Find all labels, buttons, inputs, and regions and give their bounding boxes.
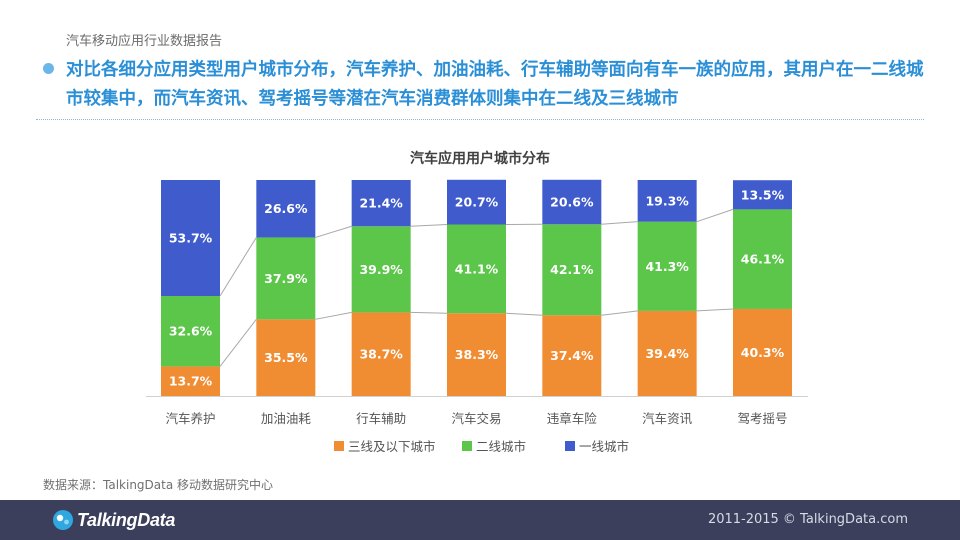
divider	[36, 119, 924, 120]
data-label: 37.9%	[264, 271, 308, 286]
headline: 对比各细分应用类型用户城市分布，汽车养护、加油油耗、行车辅助等面向有车一族的应用…	[66, 60, 924, 109]
bar-segment	[542, 224, 602, 316]
data-label: 39.4%	[645, 346, 689, 361]
bar-segment	[256, 180, 316, 238]
connector-line	[696, 308, 734, 312]
footer-bar: TalkingData 2011-2015 © TalkingData.com	[0, 500, 960, 540]
connector-line	[601, 310, 638, 316]
data-label: 37.4%	[550, 348, 594, 363]
data-label: 41.1%	[455, 261, 499, 276]
bar-segment	[351, 180, 411, 227]
bar-segment	[256, 237, 316, 320]
category-label: 加油油耗	[261, 411, 312, 426]
data-source: 数据来源：TalkingData 移动数据研究中心	[43, 478, 274, 492]
data-label: 35.5%	[264, 350, 308, 365]
connector-line	[696, 208, 734, 223]
data-label: 38.7%	[359, 347, 403, 362]
bar-segment	[637, 221, 697, 311]
bar-segment	[732, 180, 792, 210]
legend-swatch	[334, 441, 344, 451]
category-label: 汽车交易	[451, 411, 501, 426]
bar-segment	[446, 179, 506, 225]
chart-title: 汽车应用用户城市分布	[410, 150, 550, 167]
legend-label: 二线城市	[476, 439, 526, 454]
data-label: 38.3%	[455, 347, 499, 362]
logo-icon	[53, 510, 73, 530]
bar-segment	[256, 319, 316, 396]
data-label: 20.7%	[455, 195, 499, 210]
connector-line	[601, 221, 638, 225]
legend-label: 一线城市	[579, 439, 629, 454]
bar-segment	[732, 308, 792, 396]
bullet-dot	[43, 63, 54, 74]
category-label: 行车辅助	[356, 411, 406, 426]
connector-line	[219, 237, 257, 297]
connector-line	[315, 311, 352, 320]
legend-label: 三线及以下城市	[348, 439, 436, 454]
bar-segment	[351, 312, 411, 396]
report-title: 汽车移动应用行业数据报告	[66, 34, 223, 49]
bar-segment	[446, 313, 506, 396]
legend-swatch	[462, 441, 472, 451]
copyright: 2011-2015 © TalkingData.com	[707, 512, 908, 527]
bar-segment	[542, 315, 602, 396]
data-label: 40.3%	[741, 345, 785, 360]
data-label: 26.6%	[264, 201, 308, 216]
category-label: 驾考摇号	[737, 411, 787, 426]
logo-text: TalkingData	[77, 509, 176, 530]
bar-segment	[732, 209, 792, 309]
data-label: 13.7%	[169, 374, 213, 389]
bar-segment	[637, 310, 697, 396]
bar-segment	[161, 180, 220, 296]
data-label: 41.3%	[645, 259, 689, 274]
category-label: 汽车资讯	[642, 411, 693, 426]
bar-segment	[351, 226, 411, 313]
bar-segment	[161, 366, 220, 396]
data-label: 39.9%	[359, 262, 403, 277]
connector-line	[410, 311, 448, 314]
category-label: 违章车险	[547, 411, 598, 426]
bar-segment	[542, 179, 602, 225]
data-label: 20.6%	[550, 195, 594, 210]
connector-line	[505, 312, 543, 316]
data-label: 42.1%	[550, 262, 594, 277]
connector-line	[219, 319, 257, 367]
bar-segment	[161, 295, 220, 367]
legend-swatch	[565, 441, 575, 451]
data-label: 21.4%	[359, 196, 403, 211]
talkingdata-logo: TalkingData	[52, 508, 175, 532]
connector-line	[410, 223, 448, 227]
bar-segment	[446, 224, 506, 314]
data-label: 53.7%	[169, 230, 213, 245]
data-label: 32.6%	[169, 324, 213, 339]
category-label: 汽车养护	[165, 411, 215, 426]
stacked-bar-chart: 汽车应用用户城市分布 13.7% 32.6% 53.7% 汽车养护 35.5% 37.9% 2…	[146, 150, 808, 454]
data-label: 19.3%	[645, 193, 689, 208]
data-label: 13.5%	[741, 187, 785, 202]
bar-segment	[637, 180, 697, 222]
connector-line	[315, 225, 352, 238]
data-label: 46.1%	[741, 252, 785, 267]
